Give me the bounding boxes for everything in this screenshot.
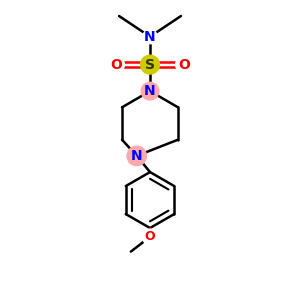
Circle shape (143, 30, 157, 44)
Text: S: S (145, 58, 155, 72)
Text: N: N (144, 30, 156, 44)
Circle shape (142, 229, 158, 244)
Text: O: O (178, 58, 190, 72)
Text: O: O (145, 230, 155, 243)
Circle shape (141, 55, 159, 74)
Text: O: O (110, 58, 122, 72)
Circle shape (176, 56, 192, 73)
Text: N: N (144, 84, 156, 98)
Text: S: S (145, 58, 155, 72)
Text: N: N (131, 149, 142, 163)
Circle shape (108, 56, 124, 73)
Circle shape (141, 82, 159, 100)
Circle shape (127, 146, 146, 166)
